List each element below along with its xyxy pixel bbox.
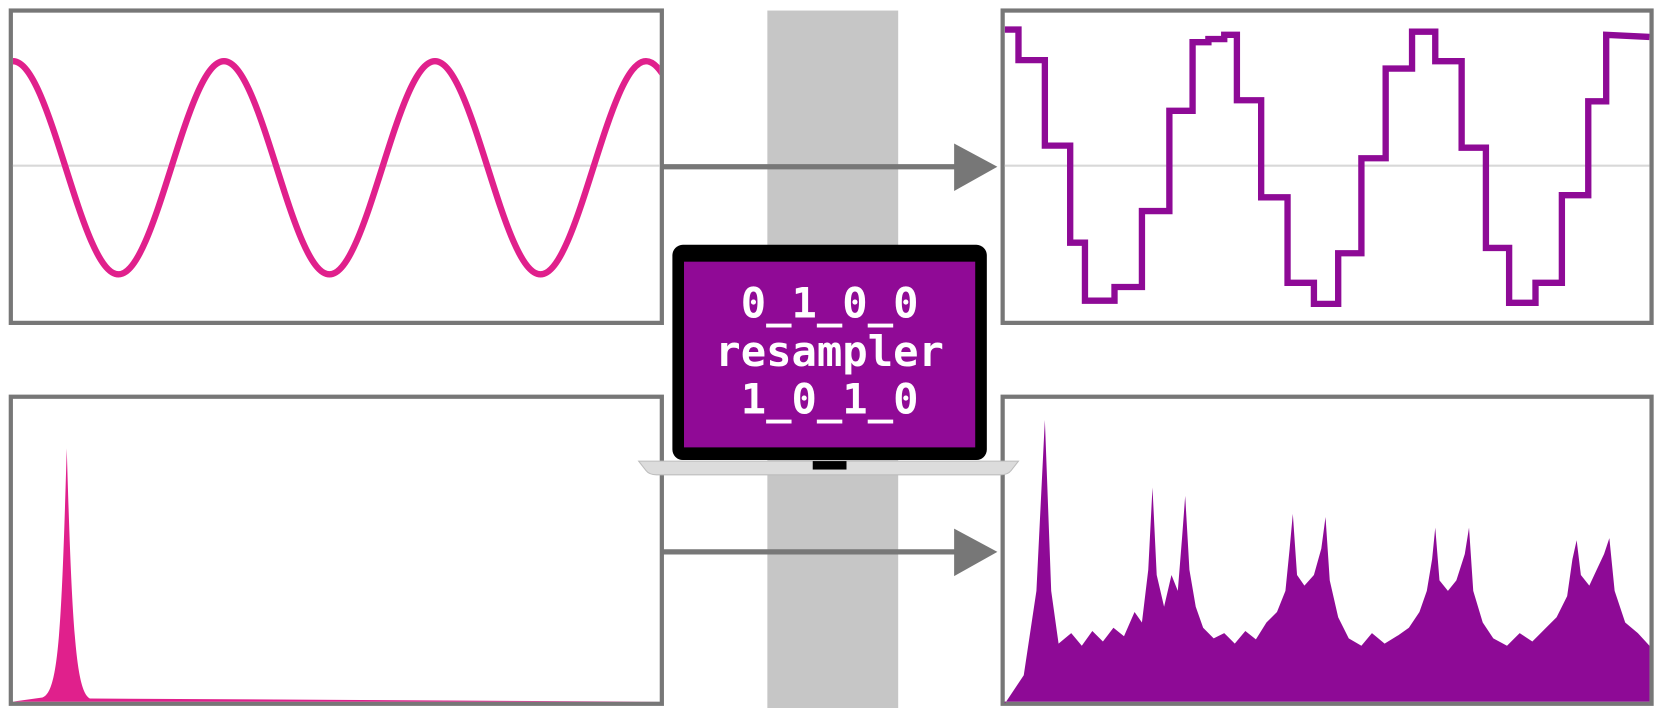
- screen-line: resampler: [715, 327, 944, 376]
- input-spectrum-panel: [11, 397, 662, 704]
- input-waveform-panel: [11, 11, 752, 323]
- page: 0_1_0_0 resampler 1_0_1_0 (() => { const…: [0, 0, 1655, 708]
- output-waveform-panel: [1003, 11, 1652, 323]
- screen-line: 1_0_1_0: [741, 375, 919, 424]
- laptop: 0_1_0_0 resampler 1_0_1_0: [639, 245, 1019, 475]
- screen-line: 0_1_0_0: [741, 279, 919, 328]
- output-spectrum-panel: [1003, 397, 1652, 704]
- resampler-diagram: 0_1_0_0 resampler 1_0_1_0: [0, 0, 1655, 708]
